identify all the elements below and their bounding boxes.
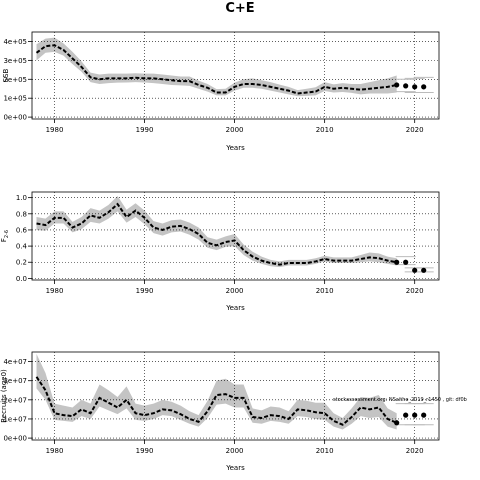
watermark-text: stockassessment.org: NSaithe_2019_r1450 … xyxy=(333,397,467,403)
y-tick-label: 1.0 xyxy=(16,194,27,202)
y-tick-label: 0.8 xyxy=(16,210,27,218)
x-tick-label: 2010 xyxy=(316,126,334,134)
y-axis-label: SSB xyxy=(2,68,10,82)
x-axis-label: Years xyxy=(225,144,245,152)
plot-frame xyxy=(31,31,440,120)
y-tick-label: 2e+05 xyxy=(3,76,27,84)
y-tick-label: 2e+07 xyxy=(3,396,27,404)
forecast-point xyxy=(412,267,418,273)
estimate-line xyxy=(36,202,397,266)
y-tick-label: 0e+00 xyxy=(3,114,27,122)
forecast-point xyxy=(421,412,427,418)
x-tick-label: 1990 xyxy=(136,126,154,134)
x-tick-label: 2000 xyxy=(226,287,244,295)
y-tick-label: 0e+00 xyxy=(3,435,27,443)
y-tick-label: 1e+05 xyxy=(3,95,27,103)
x-tick-label: 1980 xyxy=(46,447,64,455)
y-tick-label: 3e+07 xyxy=(3,377,27,385)
y-tick-label: 0.2 xyxy=(16,259,27,267)
plot-frame xyxy=(31,191,440,281)
x-axis-label: Years xyxy=(225,464,245,472)
y-tick-label: 4e+07 xyxy=(3,358,27,366)
x-tick-label: 2020 xyxy=(406,126,424,134)
y-axis-label-main: F xyxy=(0,238,8,242)
y-tick-label: 0.0 xyxy=(16,275,27,283)
y-tick-label: 1e+07 xyxy=(3,415,27,423)
plot-frame xyxy=(31,351,440,441)
x-tick-label: 2010 xyxy=(316,287,334,295)
forecast-point xyxy=(394,259,400,265)
panel-3: 1980 1990 2000 2010 2020 0e+00 1e+07 2e+07 3e+07… xyxy=(0,351,440,472)
y-tick-label: 3e+05 xyxy=(3,57,27,65)
forecast-point xyxy=(403,259,409,265)
x-tick-label: 1990 xyxy=(136,287,154,295)
chart-title: C+E xyxy=(225,1,255,16)
estimate-line xyxy=(35,376,398,426)
y-axis-label: F2-6 xyxy=(0,230,10,242)
confidence-band xyxy=(36,353,397,430)
forecast-point xyxy=(421,267,427,273)
forecast-point xyxy=(394,420,400,426)
forecast-point xyxy=(421,84,427,90)
y-axis-label-subscript: 2-6 xyxy=(4,230,10,238)
x-tick-label: 2000 xyxy=(226,126,244,134)
x-tick-label: 2020 xyxy=(406,447,424,455)
forecast-point xyxy=(403,412,409,418)
x-tick-label: 1980 xyxy=(46,287,64,295)
panel-2: 1980 1990 2000 2010 2020 0.0 0.2 0.4 0.6 0.8 1.0 Ye… xyxy=(0,191,440,312)
y-tick-label: 0.6 xyxy=(16,226,28,234)
x-tick-label: 2000 xyxy=(226,447,244,455)
estimate-line xyxy=(35,44,397,95)
forecast-point xyxy=(394,82,400,88)
confidence-band xyxy=(36,37,397,97)
x-tick-label: 1980 xyxy=(46,126,64,134)
forecast-point xyxy=(412,412,418,418)
y-tick-label: 0.4 xyxy=(16,243,28,251)
x-tick-label: 1990 xyxy=(136,447,154,455)
x-tick-label: 2020 xyxy=(406,287,424,295)
x-axis-label: Years xyxy=(225,304,245,312)
forecast-point xyxy=(412,84,418,90)
forecast-point xyxy=(403,83,409,89)
y-tick-label: 4e+05 xyxy=(3,38,27,46)
x-tick-label: 2010 xyxy=(316,447,334,455)
y-axis-label: Recruits (age0) xyxy=(0,369,8,423)
confidence-band xyxy=(36,196,397,268)
panel-1: 1980 1990 2000 2010 2020 0e+00 1e+05 2e+05 3e+05… xyxy=(2,31,440,152)
